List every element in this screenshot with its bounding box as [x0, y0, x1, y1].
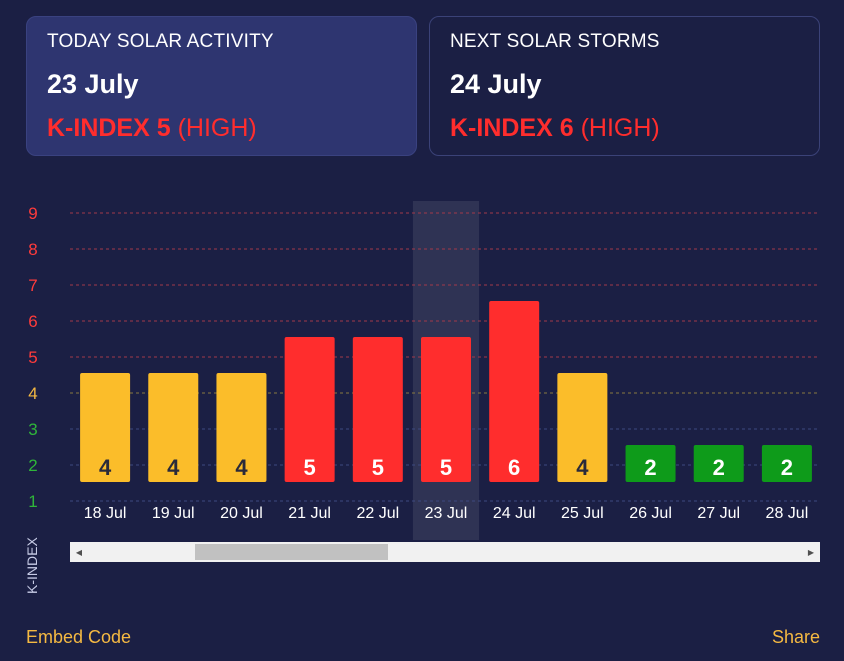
- bar-23-jul: [421, 337, 471, 482]
- bar-value-label: 2: [644, 455, 656, 480]
- y-tick-9: 9: [28, 204, 37, 223]
- bar-22-jul: [352, 337, 403, 482]
- x-tick-label: 25 Jul: [561, 505, 604, 522]
- bar-21-jul: [284, 337, 335, 482]
- y-tick-7: 7: [28, 276, 37, 295]
- today-card-kindex: K-INDEX 5 (HIGH): [47, 114, 396, 143]
- x-tick-label: 18 Jul: [84, 505, 127, 522]
- x-tick-label: 21 Jul: [288, 505, 331, 522]
- x-tick-label: 20 Jul: [220, 505, 263, 522]
- bar-value-label: 4: [99, 455, 112, 480]
- today-card-title: TODAY SOLAR ACTIVITY: [47, 31, 274, 52]
- x-tick-label: 26 Jul: [629, 505, 672, 522]
- bar-value-label: 4: [235, 455, 248, 480]
- y-tick-1: 1: [28, 492, 37, 511]
- bar-28-jul: [761, 445, 812, 482]
- bar-18-jul: [80, 373, 131, 482]
- next-card-kindex: K-INDEX 6 (HIGH): [450, 114, 799, 143]
- scroll-left-arrow-icon[interactable]: ◀: [75, 547, 83, 557]
- bar-24-jul: [489, 301, 540, 482]
- x-tick-label: 28 Jul: [766, 505, 809, 522]
- scrollbar-thumb[interactable]: [195, 544, 388, 560]
- y-tick-3: 3: [28, 420, 37, 439]
- bar-value-label: 4: [167, 455, 180, 480]
- bar-value-label: 6: [508, 455, 520, 480]
- embed-code-link[interactable]: Embed Code: [26, 627, 132, 647]
- today-activity-card: TODAY SOLAR ACTIVITY 23 July K-INDEX 5 (…: [26, 16, 417, 156]
- y-tick-2: 2: [28, 456, 37, 475]
- today-card-date: 23 July: [47, 69, 139, 99]
- x-tick-label: 24 Jul: [493, 505, 536, 522]
- bar-value-label: 5: [440, 455, 452, 480]
- bar-25-jul: [557, 373, 608, 482]
- chart-horizontal-scrollbar[interactable]: ◀ ▶: [70, 542, 820, 562]
- next-storms-card: NEXT SOLAR STORMS 24 July K-INDEX 6 (HIG…: [429, 16, 820, 156]
- next-kindex-level: (HIGH): [580, 114, 660, 142]
- today-kindex-level: (HIGH): [177, 114, 257, 142]
- x-tick-label: 23 Jul: [425, 505, 468, 522]
- bar-27-jul: [693, 445, 744, 482]
- next-kindex-value: K-INDEX 6: [450, 114, 574, 142]
- y-tick-4: 4: [28, 384, 37, 403]
- x-tick-label: 19 Jul: [152, 505, 195, 522]
- scroll-right-arrow-icon[interactable]: ▶: [807, 547, 815, 557]
- y-tick-6: 6: [28, 312, 37, 331]
- x-tick-label: 22 Jul: [356, 505, 399, 522]
- bar-19-jul: [148, 373, 199, 482]
- y-axis-title: K-INDEX: [24, 537, 40, 594]
- bar-20-jul: [216, 373, 267, 482]
- share-link[interactable]: Share: [771, 627, 820, 647]
- next-card-date: 24 July: [450, 69, 542, 99]
- y-tick-8: 8: [28, 240, 37, 259]
- bar-value-label: 4: [576, 455, 589, 480]
- bar-26-jul: [625, 445, 676, 482]
- bar-value-label: 2: [713, 455, 725, 480]
- today-kindex-value: K-INDEX 5: [47, 114, 171, 142]
- next-card-title: NEXT SOLAR STORMS: [450, 31, 660, 52]
- bar-value-label: 2: [781, 455, 793, 480]
- y-tick-5: 5: [28, 348, 37, 367]
- bar-value-label: 5: [372, 455, 384, 480]
- bar-value-label: 5: [304, 455, 316, 480]
- x-tick-label: 27 Jul: [697, 505, 740, 522]
